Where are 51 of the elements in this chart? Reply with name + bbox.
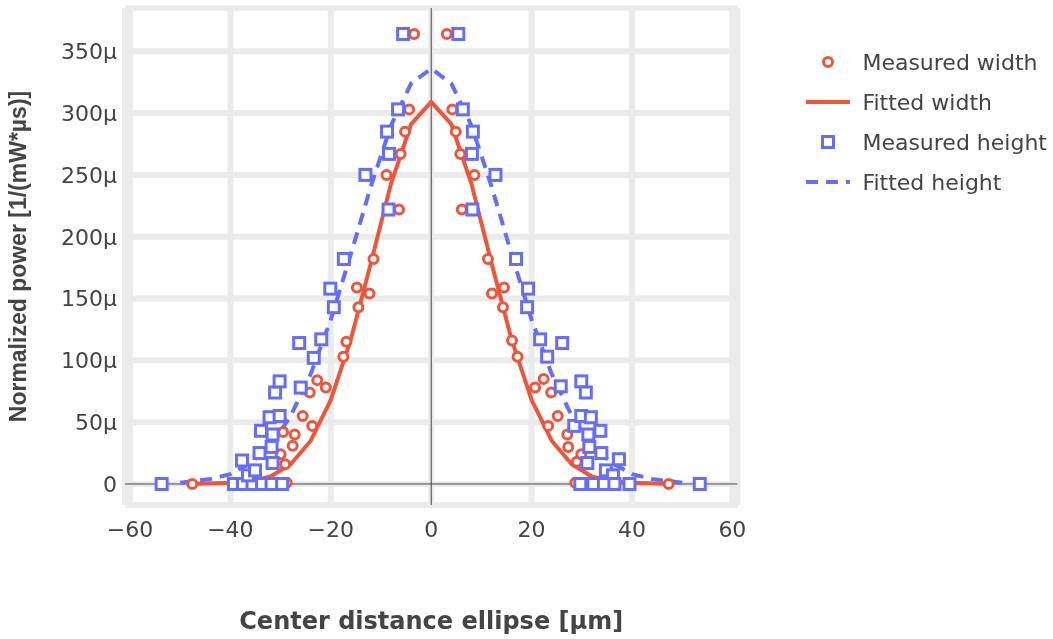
point bbox=[279, 458, 292, 471]
x-tick-label: 60 bbox=[718, 516, 747, 542]
y-tick-label: 200µ bbox=[61, 224, 117, 250]
legend-label: Measured height bbox=[862, 129, 1047, 155]
point bbox=[363, 287, 376, 300]
point bbox=[340, 335, 353, 348]
point bbox=[288, 428, 301, 441]
point bbox=[350, 281, 363, 294]
point bbox=[537, 372, 550, 385]
point bbox=[662, 477, 675, 490]
point bbox=[337, 350, 350, 363]
legend-label: Fitted height bbox=[862, 169, 1002, 195]
point bbox=[449, 125, 462, 138]
point bbox=[562, 440, 575, 453]
point bbox=[485, 287, 498, 300]
point bbox=[496, 301, 509, 314]
x-tick-label: −40 bbox=[207, 516, 254, 542]
point bbox=[511, 350, 524, 363]
point bbox=[440, 27, 453, 40]
point bbox=[352, 301, 365, 314]
x-tick-label: −20 bbox=[307, 516, 355, 542]
y-tick-label: 150µ bbox=[61, 286, 117, 312]
x-tick-label: 0 bbox=[424, 516, 439, 542]
legend-label: Measured width bbox=[862, 49, 1038, 75]
x-tick-label: −60 bbox=[106, 516, 154, 542]
x-axis-title: Center distance ellipse [µm] bbox=[239, 607, 624, 635]
y-tick-label: 0 bbox=[103, 471, 117, 497]
y-tick-label: 300µ bbox=[61, 100, 117, 126]
point bbox=[468, 168, 481, 181]
y-tick-label: 350µ bbox=[61, 39, 117, 65]
point bbox=[506, 334, 519, 347]
y-tick-label: 50µ bbox=[75, 409, 117, 435]
x-tick-label: 40 bbox=[617, 516, 646, 542]
y-axis-title: Normalized power [1/(mW*µs)] bbox=[5, 90, 32, 423]
point bbox=[296, 409, 309, 422]
point bbox=[286, 439, 299, 452]
y-tick-label: 250µ bbox=[61, 162, 117, 188]
point bbox=[367, 252, 380, 265]
point bbox=[545, 386, 558, 399]
x-tick-label: 20 bbox=[517, 516, 546, 542]
point bbox=[311, 374, 324, 387]
point bbox=[186, 477, 199, 490]
y-tick-label: 100µ bbox=[61, 348, 117, 374]
point bbox=[319, 381, 332, 394]
point bbox=[399, 125, 412, 138]
point bbox=[551, 409, 564, 422]
point bbox=[542, 419, 555, 432]
legend-label: Fitted width bbox=[862, 89, 992, 115]
point bbox=[481, 252, 494, 265]
point bbox=[380, 168, 393, 181]
point bbox=[529, 381, 542, 394]
